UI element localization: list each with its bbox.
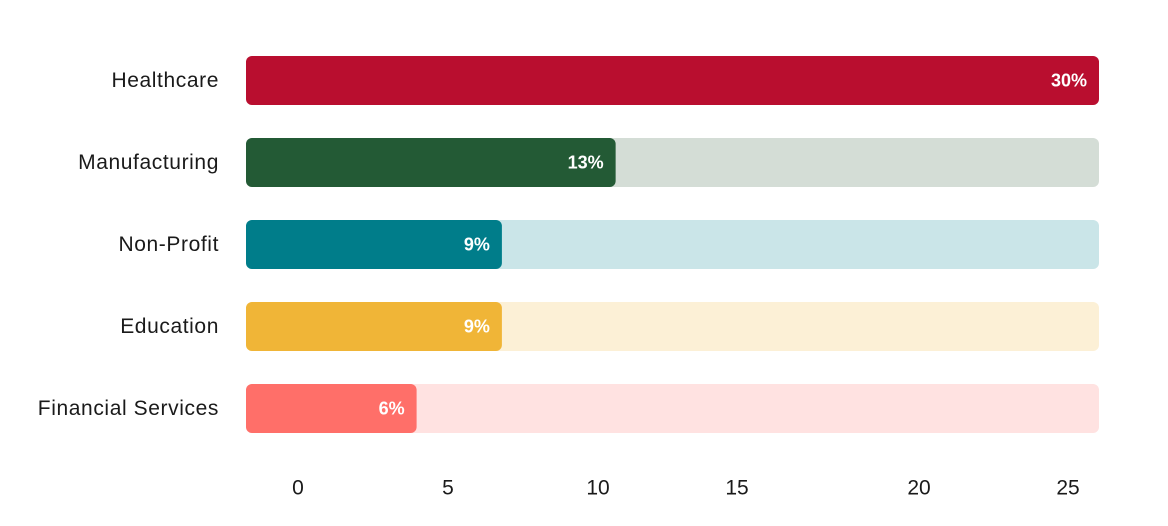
x-tick-label-5: 5 <box>442 477 454 500</box>
value-label-financial-services: 6% <box>379 399 405 419</box>
bar-track-financial-services <box>246 384 1099 433</box>
value-labels: 30% 13% 9% 9% 6% <box>379 71 1087 419</box>
x-tick-label-15: 15 <box>725 477 748 500</box>
category-label-non-profit: Non-Profit <box>118 233 219 256</box>
x-tick-label-25: 25 <box>1056 477 1079 500</box>
x-tick-label-0: 0 <box>292 477 304 500</box>
value-label-non-profit: 9% <box>464 235 490 255</box>
bar-non-profit <box>246 220 502 269</box>
category-label-education: Education <box>120 315 219 338</box>
bar-healthcare <box>246 56 1099 105</box>
value-label-education: 9% <box>464 317 490 337</box>
bar-manufacturing <box>246 138 616 187</box>
bar-financial-services <box>246 384 417 433</box>
bar-education <box>246 302 502 351</box>
value-label-healthcare: 30% <box>1051 71 1087 91</box>
bars <box>246 56 1099 433</box>
x-tick-label-10: 10 <box>586 477 609 500</box>
x-tick-label-20: 20 <box>907 477 930 500</box>
category-label-manufacturing: Manufacturing <box>78 151 219 174</box>
category-label-healthcare: Healthcare <box>111 69 219 92</box>
category-labels: Healthcare Manufacturing Non-Profit Educati… <box>38 69 219 420</box>
category-label-financial-services: Financial Services <box>38 397 219 420</box>
value-label-manufacturing: 13% <box>568 153 604 173</box>
x-axis-ticks: 0 5 10 15 20 25 <box>292 477 1080 500</box>
